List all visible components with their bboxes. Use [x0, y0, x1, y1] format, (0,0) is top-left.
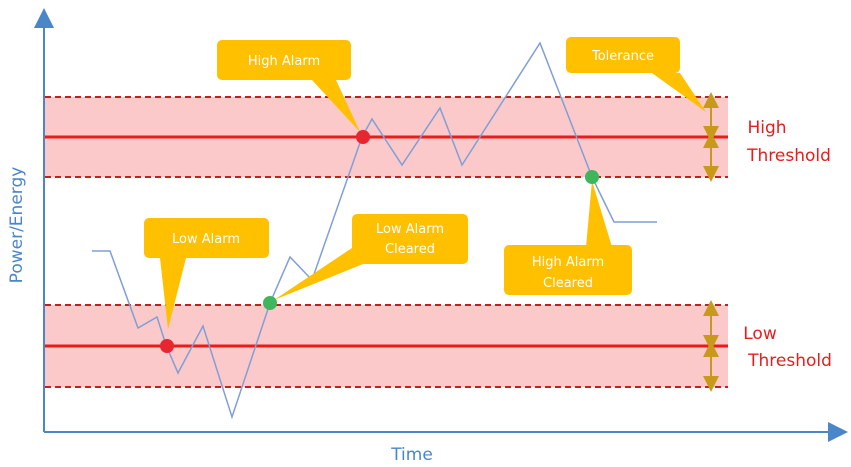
low-alarm-marker — [160, 339, 174, 353]
high-alarm-callout-text: High Alarm — [248, 54, 320, 69]
y-axis-label: Power/Energy — [7, 167, 27, 284]
low-alarm-callout-text: Low Alarm — [172, 232, 240, 247]
low-alarm-cleared-callout: Low Alarm Cleared — [274, 214, 468, 300]
high-alarm-cleared-marker — [585, 170, 599, 184]
low-alarm-cleared-text-line2: Cleared — [385, 242, 435, 257]
high-threshold-label-line1: High — [747, 118, 786, 138]
signal-line — [92, 41, 657, 420]
high-threshold-label-line2: Threshold — [746, 146, 831, 166]
high-alarm-marker — [356, 130, 370, 144]
low-alarm-cleared-text-line1: Low Alarm — [376, 222, 444, 237]
low-alarm-callout: Low Alarm — [144, 218, 269, 329]
low-alarm-cleared-marker — [263, 296, 277, 310]
high-alarm-cleared-text-line2: Cleared — [543, 276, 593, 291]
high-alarm-callout: High Alarm — [217, 40, 360, 132]
tolerance-callout: Tolerance — [566, 37, 706, 112]
x-axis-label: Time — [390, 445, 433, 463]
low-threshold-label-line2: Threshold — [747, 351, 832, 371]
tolerance-callout-text: Tolerance — [591, 49, 654, 64]
low-threshold-label-line1: Low — [743, 324, 777, 344]
high-alarm-cleared-text-line1: High Alarm — [532, 255, 604, 270]
high-alarm-cleared-callout: High Alarm Cleared — [504, 181, 632, 295]
